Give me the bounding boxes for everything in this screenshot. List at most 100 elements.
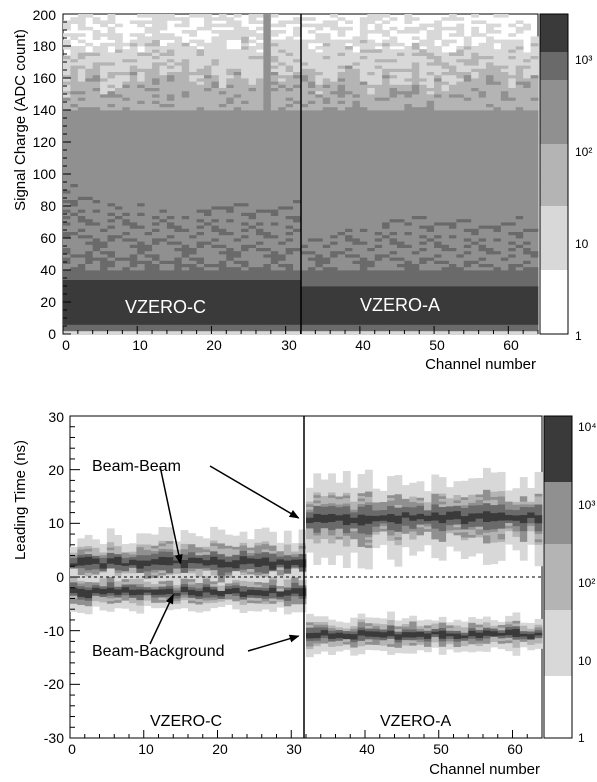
- chart1-cell: [330, 97, 339, 101]
- chart1-cell: [152, 33, 160, 37]
- chart1-cell: [181, 174, 190, 178]
- chart1-cell: [315, 308, 324, 312]
- chart1-cell: [92, 74, 101, 79]
- chart1-cell: [285, 138, 294, 143]
- chart1-cell: [189, 113, 197, 117]
- chart1-cell: [174, 46, 183, 50]
- chart1-cell: [122, 196, 131, 200]
- chart1-cell: [226, 106, 235, 111]
- chart1-cell: [293, 174, 301, 178]
- chart1-cell: [100, 324, 108, 328]
- chart1-cell: [92, 138, 101, 143]
- chart1-cell: [166, 90, 175, 95]
- chart1-cell: [122, 266, 131, 271]
- chart1-cell: [137, 190, 146, 194]
- chart1-cell: [426, 142, 435, 146]
- chart1-cell: [85, 167, 94, 172]
- chart1-cell: [345, 231, 353, 236]
- chart1-cell: [107, 327, 116, 332]
- chart1-cell: [315, 305, 324, 309]
- chart1-cell: [248, 20, 257, 24]
- chart1-cell: [241, 289, 249, 293]
- chart1-cell: [293, 260, 301, 264]
- chart1-cell: [367, 116, 376, 120]
- chart1-cell: [411, 289, 420, 293]
- chart1-cell: [226, 161, 235, 165]
- chart1-cell: [114, 174, 123, 178]
- chart1-cell: [174, 260, 183, 264]
- chart1-cell: [159, 65, 168, 69]
- chart1-cell: [114, 129, 123, 133]
- chart1-cell: [315, 74, 324, 79]
- chart1-cell: [307, 295, 316, 300]
- chart1-cell: [300, 84, 309, 88]
- chart1-cell: [152, 58, 160, 63]
- chart1-cell: [270, 183, 279, 188]
- chart1-cell: [448, 193, 457, 197]
- chart1-cell: [389, 196, 398, 200]
- chart1-cell: [315, 145, 324, 149]
- chart1-cell: [129, 42, 138, 47]
- chart1-cell: [434, 218, 442, 223]
- chart1-cell: [307, 158, 316, 162]
- chart1-cell: [144, 90, 153, 95]
- chart1-cell: [129, 49, 138, 53]
- chart1-cell: [70, 126, 79, 130]
- chart1-cell: [159, 222, 168, 226]
- chart1-cell: [174, 298, 183, 303]
- chart1-cell: [189, 94, 197, 98]
- chart1-cell: [218, 33, 227, 37]
- chart1-cell: [300, 87, 309, 92]
- chart1-cell: [278, 212, 287, 216]
- chart1-cell: [411, 218, 420, 223]
- chart1-cell: [367, 177, 376, 181]
- chart1-cell: [129, 260, 138, 264]
- chart1-cell: [270, 308, 279, 312]
- chart1-cell: [226, 254, 235, 258]
- chart1-cell: [122, 186, 131, 191]
- chart1-cell: [270, 318, 279, 322]
- chart1-cell: [204, 174, 212, 178]
- chart1-cell: [204, 100, 212, 104]
- chart1-cell: [241, 295, 249, 300]
- chart1-cell: [114, 244, 123, 248]
- chart1-cell: [144, 247, 153, 252]
- chart1-cell: [396, 295, 405, 300]
- chart1-cell: [129, 138, 138, 143]
- chart1-cell: [322, 218, 331, 223]
- chart1-cell: [144, 302, 153, 306]
- chart1-cell: [404, 129, 413, 133]
- chart1-cell: [382, 110, 390, 114]
- chart1-cell: [85, 302, 94, 306]
- chart1-cell: [114, 46, 123, 50]
- chart1-cell: [434, 135, 442, 140]
- chart1-cell: [278, 151, 287, 156]
- chart1-cell: [411, 49, 420, 53]
- chart1-cell: [211, 170, 220, 175]
- chart1-cell: [122, 65, 131, 69]
- chart1-cell: [144, 58, 153, 63]
- chart1-cell: [382, 97, 390, 101]
- chart1-cell: [367, 257, 376, 261]
- chart1-cell: [204, 62, 212, 66]
- chart1-cell: [241, 46, 249, 50]
- chart1-cell: [129, 190, 138, 194]
- chart1-cell: [189, 209, 197, 213]
- chart1-cell: [337, 103, 346, 108]
- chart1-cell: [374, 84, 383, 88]
- chart1-cell: [77, 174, 86, 178]
- chart1-cell: [278, 222, 287, 226]
- chart1-cell: [114, 241, 123, 245]
- chart1-cell: [263, 183, 272, 188]
- chart1-cell: [114, 58, 123, 63]
- chart1-cell: [322, 321, 331, 325]
- chart1-cell: [255, 257, 264, 261]
- chart1-cell: [293, 202, 301, 207]
- chart1-cell: [345, 174, 353, 178]
- chart1-cell: [152, 23, 160, 28]
- chart1-cell: [144, 177, 153, 181]
- chart1-cell: [270, 276, 279, 280]
- chart1-cell: [114, 180, 123, 184]
- chart1-cell: [63, 65, 71, 69]
- chart1-cell: [404, 308, 413, 312]
